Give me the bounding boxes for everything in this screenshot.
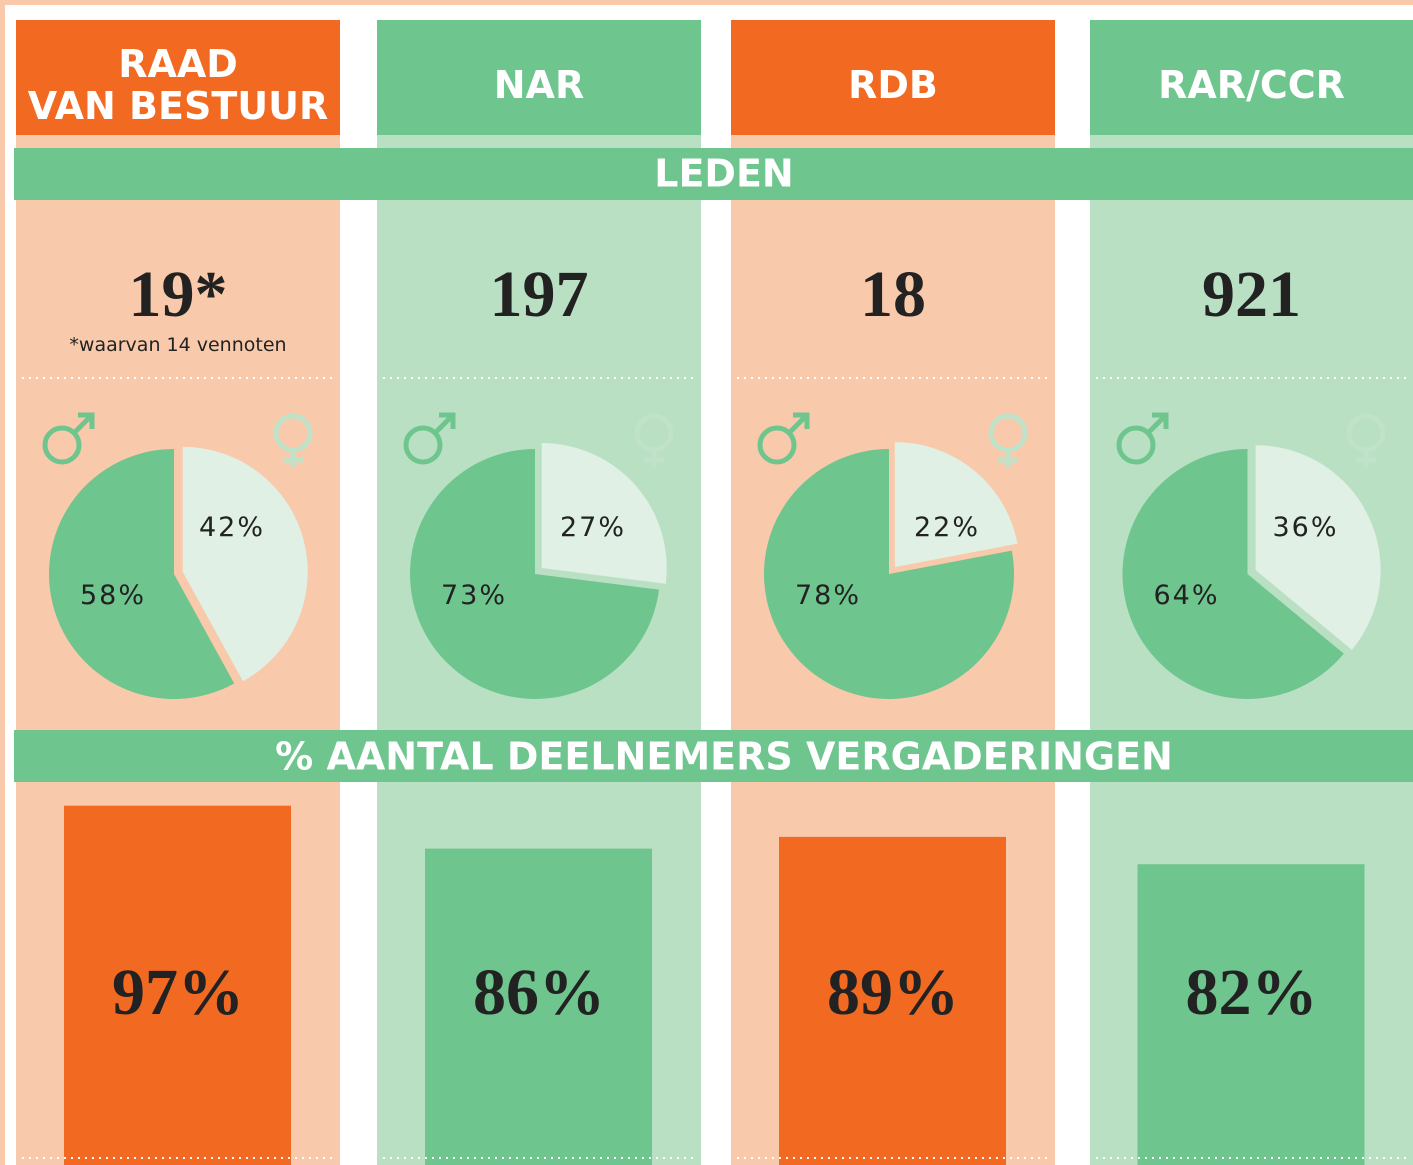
member-count: 18 xyxy=(860,258,926,331)
column-header: RAR/CCR xyxy=(1158,63,1345,107)
left-border xyxy=(0,0,5,1165)
pie-label-male: 73% xyxy=(441,580,507,611)
members-header: LEDEN xyxy=(654,152,793,196)
attendance-header: % AANTAL DEELNEMERS VERGADERINGEN xyxy=(275,735,1173,779)
member-count: 197 xyxy=(490,258,589,331)
attendance-label: 89% xyxy=(827,956,959,1029)
member-count: 19* xyxy=(129,258,228,331)
pie-label-female: 42% xyxy=(199,512,265,543)
page: RAADVAN BESTUUR19**waarvan 14 vennoten42… xyxy=(0,0,1413,1165)
pie-label-male: 78% xyxy=(795,580,861,611)
column-header: RDB xyxy=(848,63,938,107)
pie-label-female: 22% xyxy=(914,512,980,543)
attendance-label: 82% xyxy=(1186,956,1318,1029)
infographic: RAADVAN BESTUUR19**waarvan 14 vennoten42… xyxy=(0,0,1413,1165)
member-note: *waarvan 14 vennoten xyxy=(69,334,286,356)
pie-label-male: 58% xyxy=(80,580,146,611)
attendance-label: 86% xyxy=(473,956,605,1029)
attendance-label: 97% xyxy=(112,956,244,1029)
pie-label-male: 64% xyxy=(1153,580,1219,611)
member-count: 921 xyxy=(1202,258,1301,331)
pie-label-female: 36% xyxy=(1272,512,1338,543)
top-border xyxy=(0,0,1413,5)
column-header: NAR xyxy=(494,63,584,107)
pie-label-female: 27% xyxy=(560,512,626,543)
